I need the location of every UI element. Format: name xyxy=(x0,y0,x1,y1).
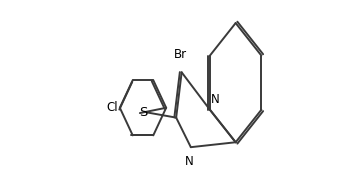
Text: S: S xyxy=(139,106,147,119)
Text: Br: Br xyxy=(174,48,187,61)
Text: N: N xyxy=(211,93,220,106)
Text: Cl: Cl xyxy=(106,101,118,114)
Text: N: N xyxy=(185,155,193,168)
